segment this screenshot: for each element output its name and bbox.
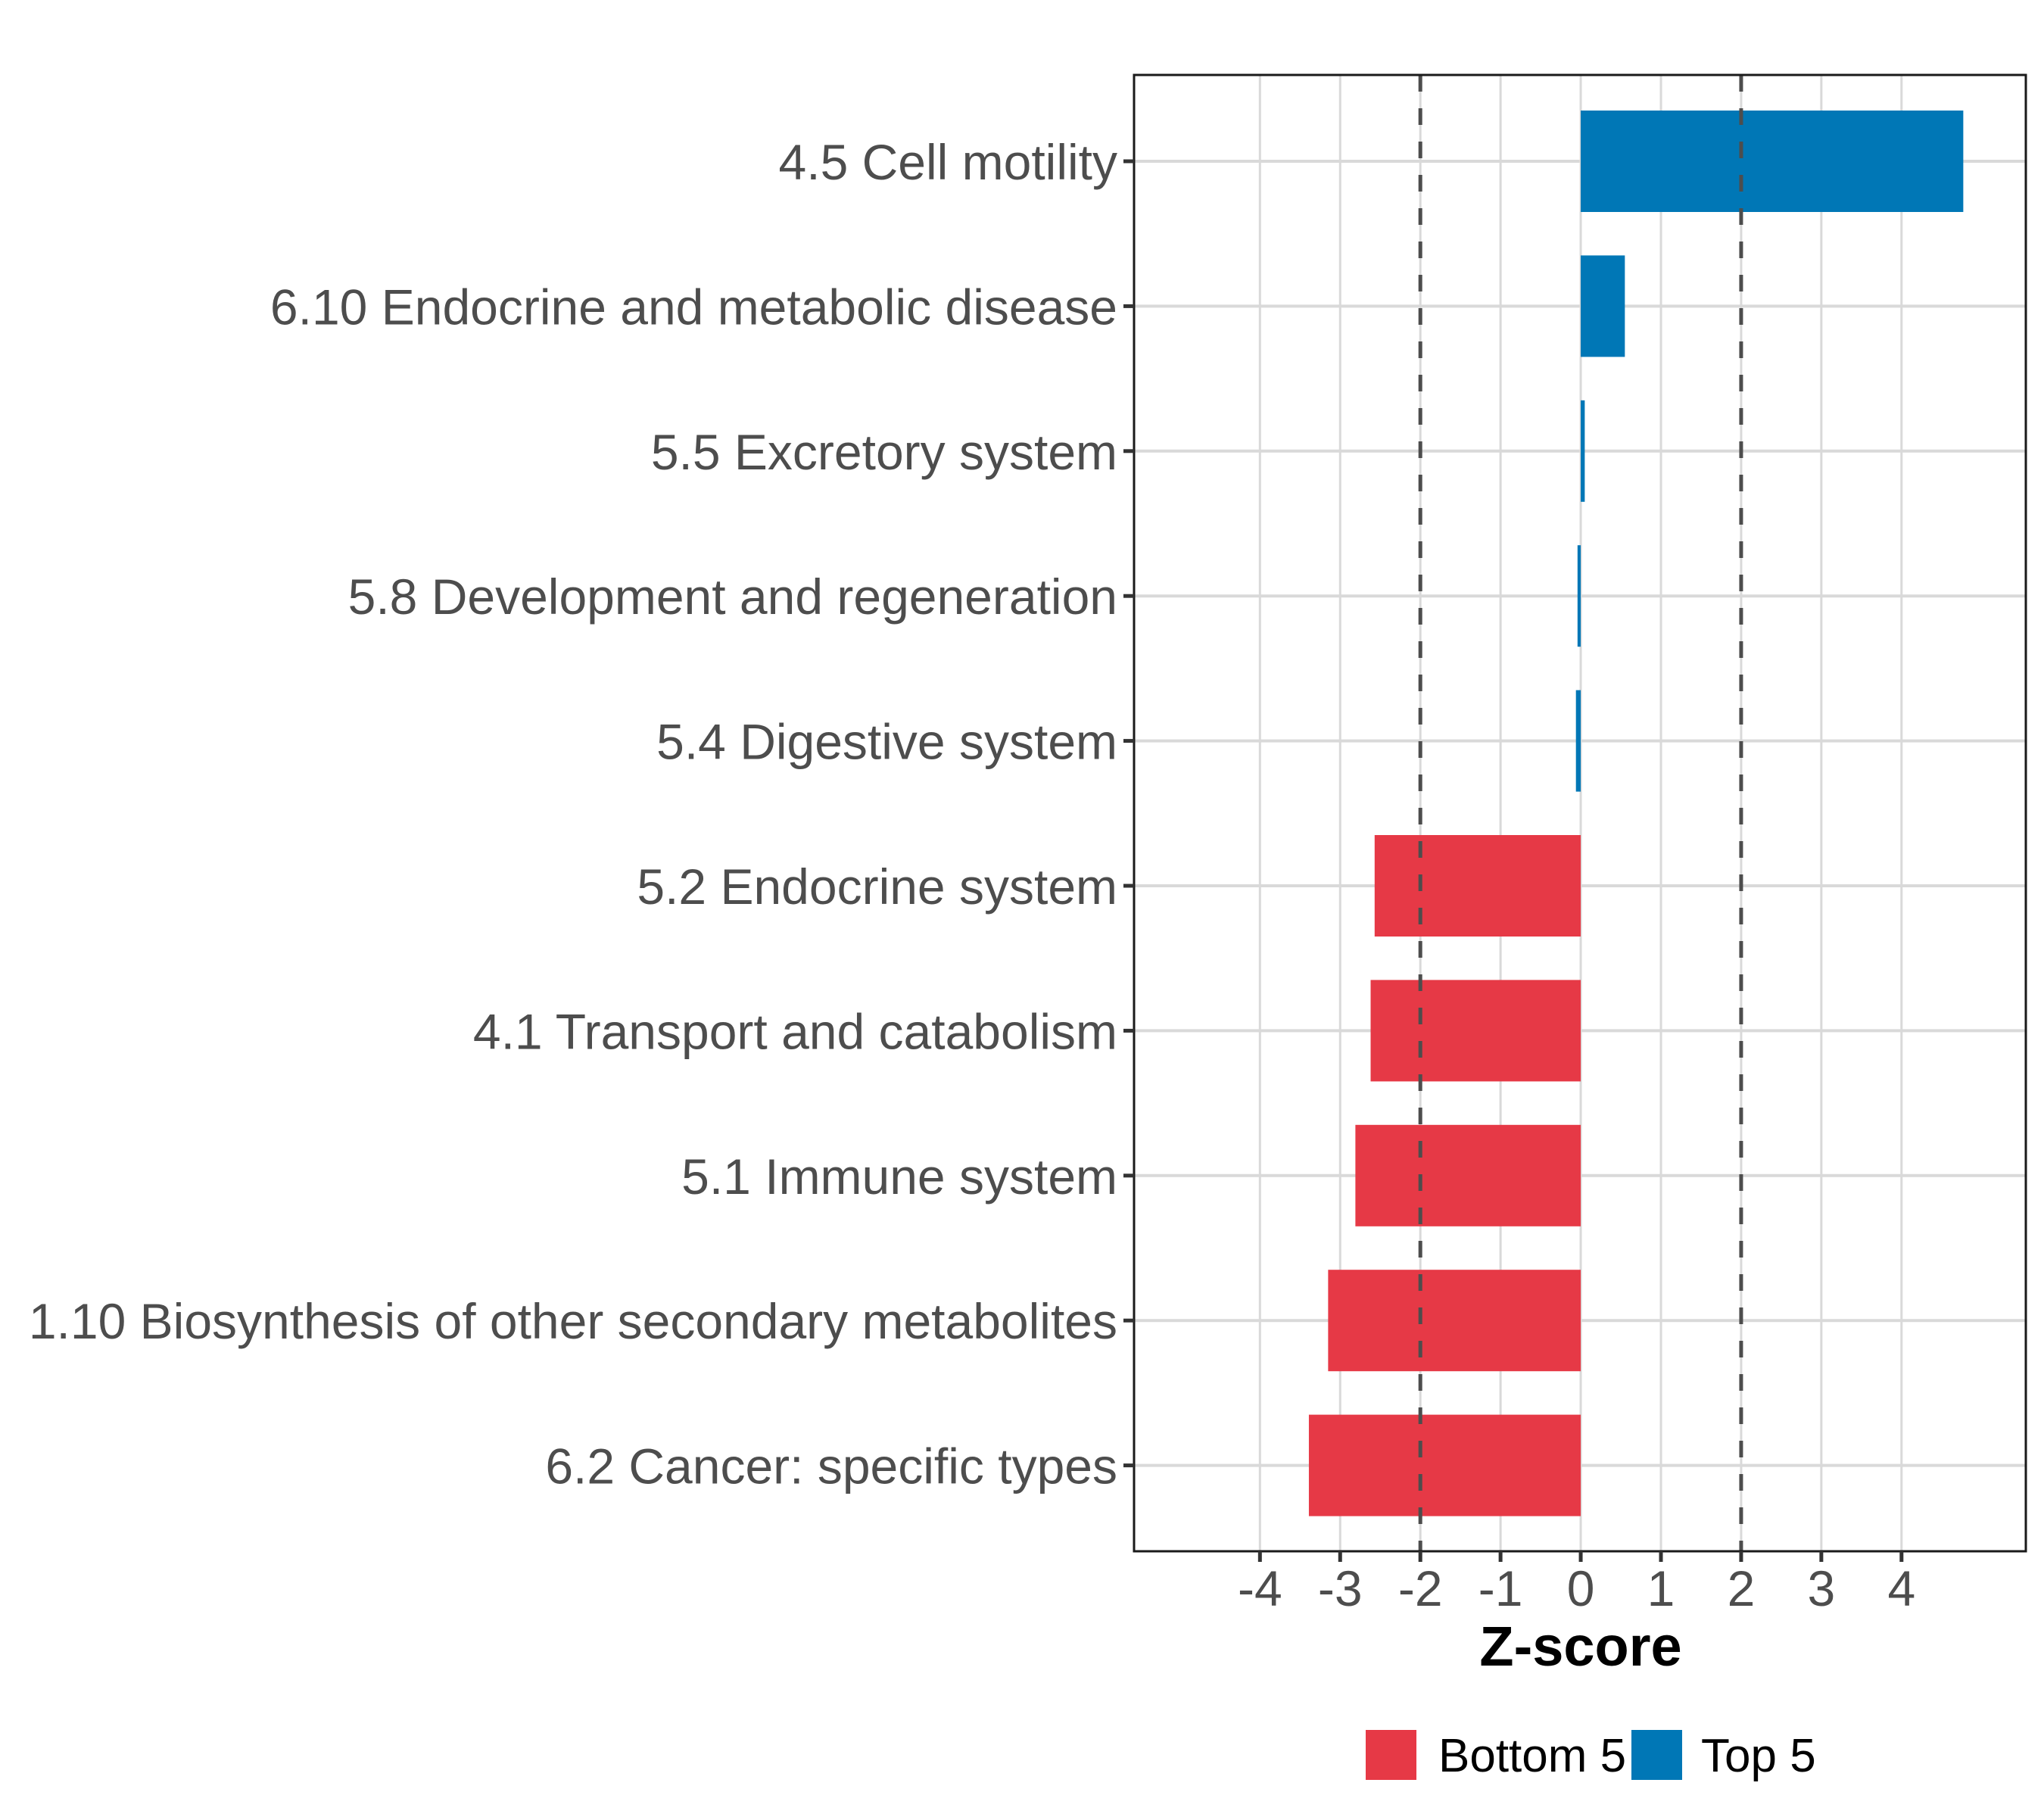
y-tick-label: 6.2 Cancer: specific types bbox=[545, 1438, 1117, 1494]
y-tick-label: 4.1 Transport and catabolism bbox=[473, 1003, 1117, 1059]
y-tick-label: 6.10 Endocrine and metabolic disease bbox=[270, 279, 1117, 335]
bar-top5 bbox=[1577, 545, 1581, 647]
x-tick-label: -3 bbox=[1318, 1560, 1363, 1616]
y-tick-label: 5.8 Development and regeneration bbox=[348, 569, 1117, 625]
x-axis-title: Z-score bbox=[1479, 1615, 1681, 1678]
bar-top5 bbox=[1581, 255, 1625, 357]
x-tick-label: 3 bbox=[1808, 1560, 1836, 1616]
y-tick-label: 5.4 Digestive system bbox=[656, 714, 1117, 770]
legend-label: Bottom 5 bbox=[1438, 1730, 1626, 1782]
bar-top5 bbox=[1581, 400, 1585, 502]
x-tick-label: -4 bbox=[1238, 1560, 1282, 1616]
y-axis: 4.5 Cell motility 6.10 Endocrine and meta… bbox=[29, 134, 1134, 1494]
y-tick-label: 4.5 Cell motility bbox=[779, 134, 1117, 190]
legend-key-top5 bbox=[1631, 1730, 1682, 1780]
bars bbox=[1308, 111, 1964, 1516]
bar-top5 bbox=[1575, 690, 1581, 792]
y-tick-label: 5.2 Endocrine system bbox=[637, 859, 1117, 915]
y-tick-label: 5.1 Immune system bbox=[681, 1148, 1117, 1205]
bar-bottom5 bbox=[1308, 1414, 1581, 1516]
x-tick-label: -2 bbox=[1398, 1560, 1443, 1616]
legend-label: Top 5 bbox=[1701, 1730, 1816, 1782]
legend: Bottom 5 Top 5 bbox=[1366, 1730, 1816, 1782]
x-tick-label: 0 bbox=[1567, 1560, 1595, 1616]
bar-bottom5 bbox=[1370, 980, 1581, 1082]
bar-top5 bbox=[1581, 111, 1964, 212]
x-tick-label: 1 bbox=[1647, 1560, 1675, 1616]
x-tick-label: 2 bbox=[1728, 1560, 1756, 1616]
reference-lines bbox=[1418, 75, 1743, 1551]
x-axis: -4 -3 -2 -1 0 1 2 3 4 bbox=[1238, 1551, 1915, 1616]
bar-bottom5 bbox=[1355, 1124, 1581, 1226]
y-tick-label: 1.10 Biosynthesis of other secondary met… bbox=[29, 1293, 1117, 1349]
y-tick-label: 5.5 Excretory system bbox=[651, 424, 1117, 480]
x-tick-label: -1 bbox=[1478, 1560, 1523, 1616]
bar-bottom5 bbox=[1328, 1270, 1581, 1372]
legend-key-bottom5 bbox=[1366, 1730, 1416, 1780]
bar-bottom5 bbox=[1374, 835, 1581, 937]
x-tick-label: 4 bbox=[1887, 1560, 1915, 1616]
